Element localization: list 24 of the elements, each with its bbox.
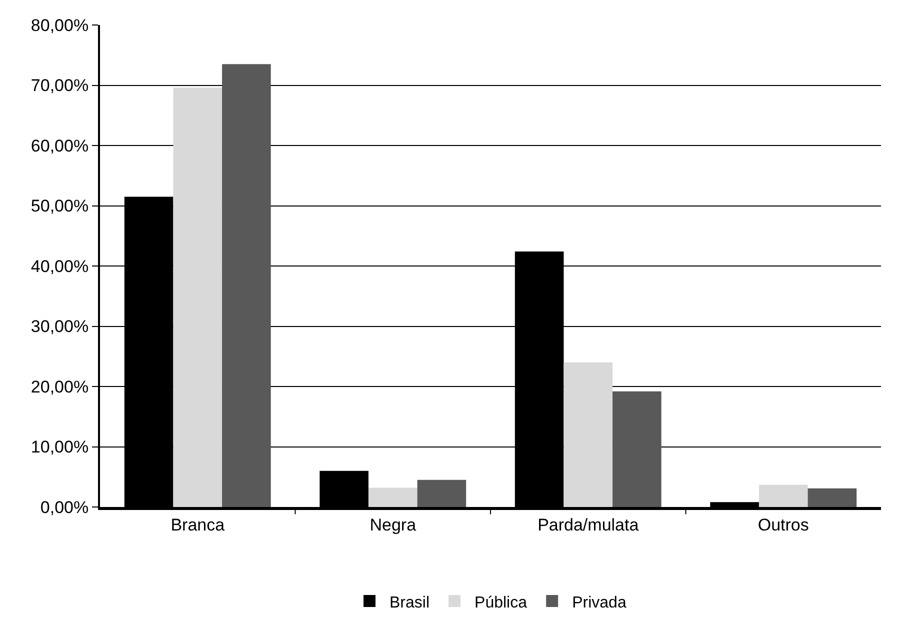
legend-label: Privada bbox=[572, 594, 626, 612]
y-tick-label: 40,00% bbox=[30, 256, 89, 276]
legend-label: Brasil bbox=[390, 594, 430, 612]
x-tick-label: Branca bbox=[170, 515, 226, 534]
bar bbox=[222, 64, 271, 507]
bar bbox=[758, 484, 808, 507]
bar bbox=[564, 362, 613, 507]
y-tick-label: 50,00% bbox=[30, 196, 89, 216]
bar bbox=[417, 480, 466, 507]
x-tick-label: Negra bbox=[370, 515, 417, 534]
y-tick-label: 10,00% bbox=[30, 438, 89, 457]
bar bbox=[808, 488, 857, 507]
y-tick-label: 70,00% bbox=[30, 76, 89, 96]
bar bbox=[612, 391, 662, 507]
y-tick-label: 80,00% bbox=[30, 16, 89, 35]
y-tick-label: 20,00% bbox=[30, 377, 89, 396]
y-tick-label: 30,00% bbox=[30, 317, 89, 336]
bar bbox=[173, 88, 222, 507]
y-tick-label: 0,00% bbox=[40, 498, 89, 517]
x-tick-label: Outros bbox=[758, 515, 809, 534]
bar bbox=[368, 488, 418, 507]
y-tick-label: 60,00% bbox=[30, 136, 89, 156]
legend-label: Pública bbox=[474, 594, 528, 612]
x-tick-label: Parda/mulata bbox=[538, 515, 640, 534]
